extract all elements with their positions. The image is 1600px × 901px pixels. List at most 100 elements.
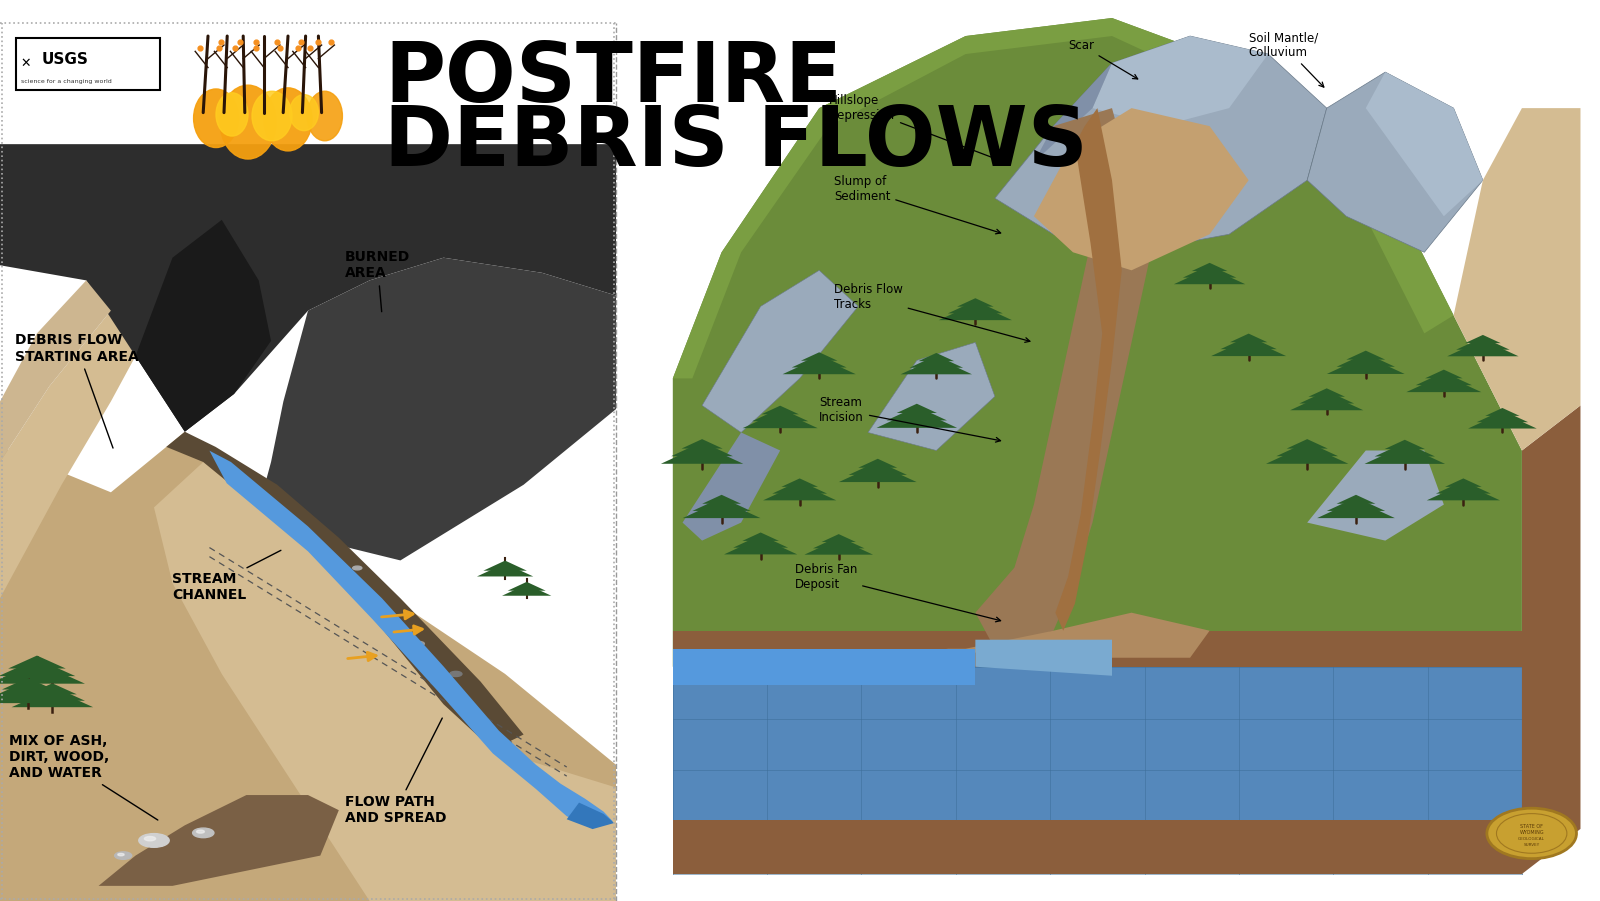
Polygon shape	[507, 582, 546, 591]
Ellipse shape	[352, 566, 362, 569]
Polygon shape	[693, 497, 750, 511]
Polygon shape	[782, 358, 856, 374]
Polygon shape	[154, 462, 616, 901]
Polygon shape	[1346, 350, 1386, 359]
Polygon shape	[901, 358, 973, 374]
Point	[318, 35, 344, 50]
Point	[243, 35, 269, 50]
Polygon shape	[848, 461, 907, 475]
Polygon shape	[477, 563, 533, 577]
Ellipse shape	[221, 85, 277, 159]
Polygon shape	[1435, 481, 1491, 494]
Text: Hillslope
Depression: Hillslope Depression	[829, 94, 1000, 161]
Polygon shape	[1336, 495, 1376, 504]
Polygon shape	[1522, 405, 1581, 874]
Ellipse shape	[264, 87, 312, 150]
Ellipse shape	[216, 93, 248, 136]
Polygon shape	[11, 688, 93, 707]
Polygon shape	[670, 442, 733, 456]
Polygon shape	[1485, 408, 1520, 416]
Polygon shape	[1056, 108, 1122, 631]
Point	[222, 41, 248, 55]
Polygon shape	[661, 445, 744, 464]
Polygon shape	[1326, 356, 1405, 374]
Polygon shape	[946, 613, 1210, 658]
Polygon shape	[8, 656, 66, 669]
Polygon shape	[1309, 388, 1346, 396]
Polygon shape	[877, 409, 957, 428]
Polygon shape	[1427, 484, 1499, 500]
Polygon shape	[0, 311, 136, 598]
Polygon shape	[672, 820, 1522, 874]
Polygon shape	[1477, 410, 1528, 423]
Ellipse shape	[197, 830, 205, 833]
Polygon shape	[0, 662, 85, 684]
Polygon shape	[672, 18, 1522, 667]
Text: DEBRIS FLOW
STARTING AREA: DEBRIS FLOW STARTING AREA	[16, 333, 139, 448]
Polygon shape	[805, 539, 874, 555]
Polygon shape	[1192, 263, 1227, 271]
Polygon shape	[1466, 335, 1501, 343]
Text: USGS: USGS	[42, 52, 88, 67]
Ellipse shape	[253, 91, 291, 141]
Polygon shape	[1277, 442, 1338, 456]
Point	[267, 41, 293, 55]
Point	[264, 35, 290, 50]
Text: Debris Fan
Deposit: Debris Fan Deposit	[795, 562, 1000, 622]
Polygon shape	[0, 659, 75, 676]
Polygon shape	[821, 534, 856, 542]
Polygon shape	[995, 36, 1326, 252]
Polygon shape	[1093, 36, 1269, 126]
Polygon shape	[682, 439, 723, 449]
Polygon shape	[858, 459, 898, 468]
Polygon shape	[1384, 440, 1426, 449]
Point	[227, 35, 253, 50]
Text: Slump of
Sediment: Slump of Sediment	[834, 175, 1000, 234]
Text: POSTFIRE: POSTFIRE	[384, 38, 842, 119]
FancyBboxPatch shape	[16, 38, 160, 90]
Ellipse shape	[115, 851, 131, 860]
Polygon shape	[1182, 265, 1237, 278]
Polygon shape	[1336, 353, 1395, 367]
Point	[298, 41, 323, 55]
Polygon shape	[483, 560, 526, 570]
Polygon shape	[1174, 268, 1245, 284]
Ellipse shape	[307, 91, 342, 141]
Polygon shape	[0, 144, 616, 432]
Polygon shape	[957, 298, 994, 306]
Ellipse shape	[144, 836, 155, 841]
Polygon shape	[918, 353, 954, 361]
Polygon shape	[773, 481, 827, 494]
Text: STREAM
CHANNEL: STREAM CHANNEL	[173, 551, 282, 602]
Point	[187, 41, 213, 55]
Text: Scar: Scar	[1069, 39, 1138, 79]
Polygon shape	[1374, 442, 1435, 457]
Polygon shape	[742, 411, 818, 428]
Polygon shape	[672, 631, 1522, 667]
Text: ✕: ✕	[21, 57, 32, 69]
Polygon shape	[976, 640, 1112, 676]
Polygon shape	[1365, 445, 1445, 464]
Text: GEOLOGICAL: GEOLOGICAL	[1518, 837, 1546, 841]
Text: science for a changing world: science for a changing world	[21, 78, 112, 84]
Point	[306, 35, 331, 50]
Ellipse shape	[139, 833, 170, 847]
Polygon shape	[1230, 333, 1267, 342]
Polygon shape	[838, 464, 917, 482]
Polygon shape	[702, 495, 741, 504]
Polygon shape	[1317, 500, 1395, 518]
Polygon shape	[813, 536, 864, 549]
Text: STATE OF: STATE OF	[1520, 824, 1542, 829]
Polygon shape	[742, 532, 779, 541]
Polygon shape	[136, 220, 270, 432]
Circle shape	[1486, 808, 1576, 859]
Polygon shape	[792, 355, 846, 368]
Ellipse shape	[413, 642, 424, 646]
Text: Stream
Incision: Stream Incision	[819, 396, 1000, 442]
Point	[208, 35, 234, 50]
Polygon shape	[725, 538, 797, 554]
Polygon shape	[502, 585, 552, 596]
Polygon shape	[210, 450, 613, 827]
Polygon shape	[1299, 391, 1354, 404]
Polygon shape	[0, 684, 70, 703]
